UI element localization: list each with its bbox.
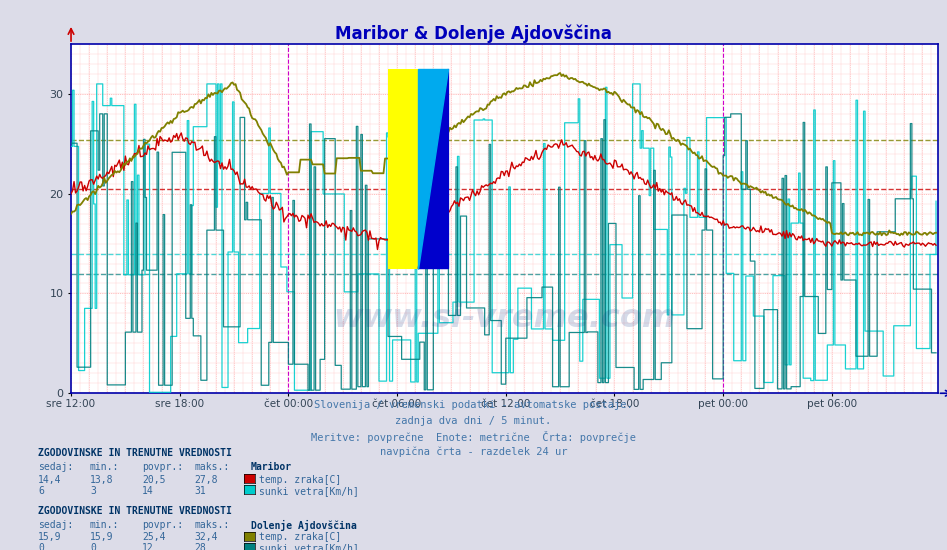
Text: 12: 12 (142, 543, 153, 550)
Text: 14,4: 14,4 (38, 475, 62, 485)
Text: Dolenje Ajdovščina: Dolenje Ajdovščina (251, 520, 357, 531)
Bar (419, 69, 449, 268)
Text: 15,9: 15,9 (38, 532, 62, 542)
Text: 0: 0 (38, 543, 44, 550)
Text: 3: 3 (90, 486, 96, 496)
Text: 15,9: 15,9 (90, 532, 114, 542)
Text: zadnja dva dni / 5 minut.: zadnja dva dni / 5 minut. (396, 416, 551, 426)
Text: 31: 31 (194, 486, 205, 496)
Polygon shape (419, 69, 449, 268)
Text: 20,5: 20,5 (142, 475, 166, 485)
Text: 13,8: 13,8 (90, 475, 114, 485)
Text: maks.:: maks.: (194, 462, 229, 472)
Text: www.si-vreme.com: www.si-vreme.com (333, 303, 675, 334)
Text: Slovenija / vremenski podatki - avtomatske postaje.: Slovenija / vremenski podatki - avtomats… (314, 400, 633, 410)
Text: 28: 28 (194, 543, 205, 550)
Text: 27,8: 27,8 (194, 475, 218, 485)
Text: min.:: min.: (90, 462, 119, 472)
Text: povpr.:: povpr.: (142, 462, 183, 472)
Text: navpična črta - razdelek 24 ur: navpična črta - razdelek 24 ur (380, 447, 567, 457)
Text: povpr.:: povpr.: (142, 520, 183, 530)
Text: 25,4: 25,4 (142, 532, 166, 542)
Text: ZGODOVINSKE IN TRENUTNE VREDNOSTI: ZGODOVINSKE IN TRENUTNE VREDNOSTI (38, 448, 232, 458)
Text: temp. zraka[C]: temp. zraka[C] (259, 532, 341, 542)
Text: Maribor & Dolenje Ajdovščina: Maribor & Dolenje Ajdovščina (335, 25, 612, 43)
Text: min.:: min.: (90, 520, 119, 530)
Text: Meritve: povprečne  Enote: metrične  Črta: povprečje: Meritve: povprečne Enote: metrične Črta:… (311, 431, 636, 443)
Text: 0: 0 (90, 543, 96, 550)
Text: sedaj:: sedaj: (38, 462, 73, 472)
Text: maks.:: maks.: (194, 520, 229, 530)
Text: 6: 6 (38, 486, 44, 496)
Polygon shape (419, 69, 449, 268)
Text: sunki vetra[Km/h]: sunki vetra[Km/h] (259, 486, 358, 496)
Bar (388, 69, 419, 268)
Text: temp. zraka[C]: temp. zraka[C] (259, 475, 341, 485)
Text: ZGODOVINSKE IN TRENUTNE VREDNOSTI: ZGODOVINSKE IN TRENUTNE VREDNOSTI (38, 506, 232, 516)
Text: Maribor: Maribor (251, 462, 292, 472)
Text: 32,4: 32,4 (194, 532, 218, 542)
Text: sedaj:: sedaj: (38, 520, 73, 530)
Text: sunki vetra[Km/h]: sunki vetra[Km/h] (259, 543, 358, 550)
Text: 14: 14 (142, 486, 153, 496)
